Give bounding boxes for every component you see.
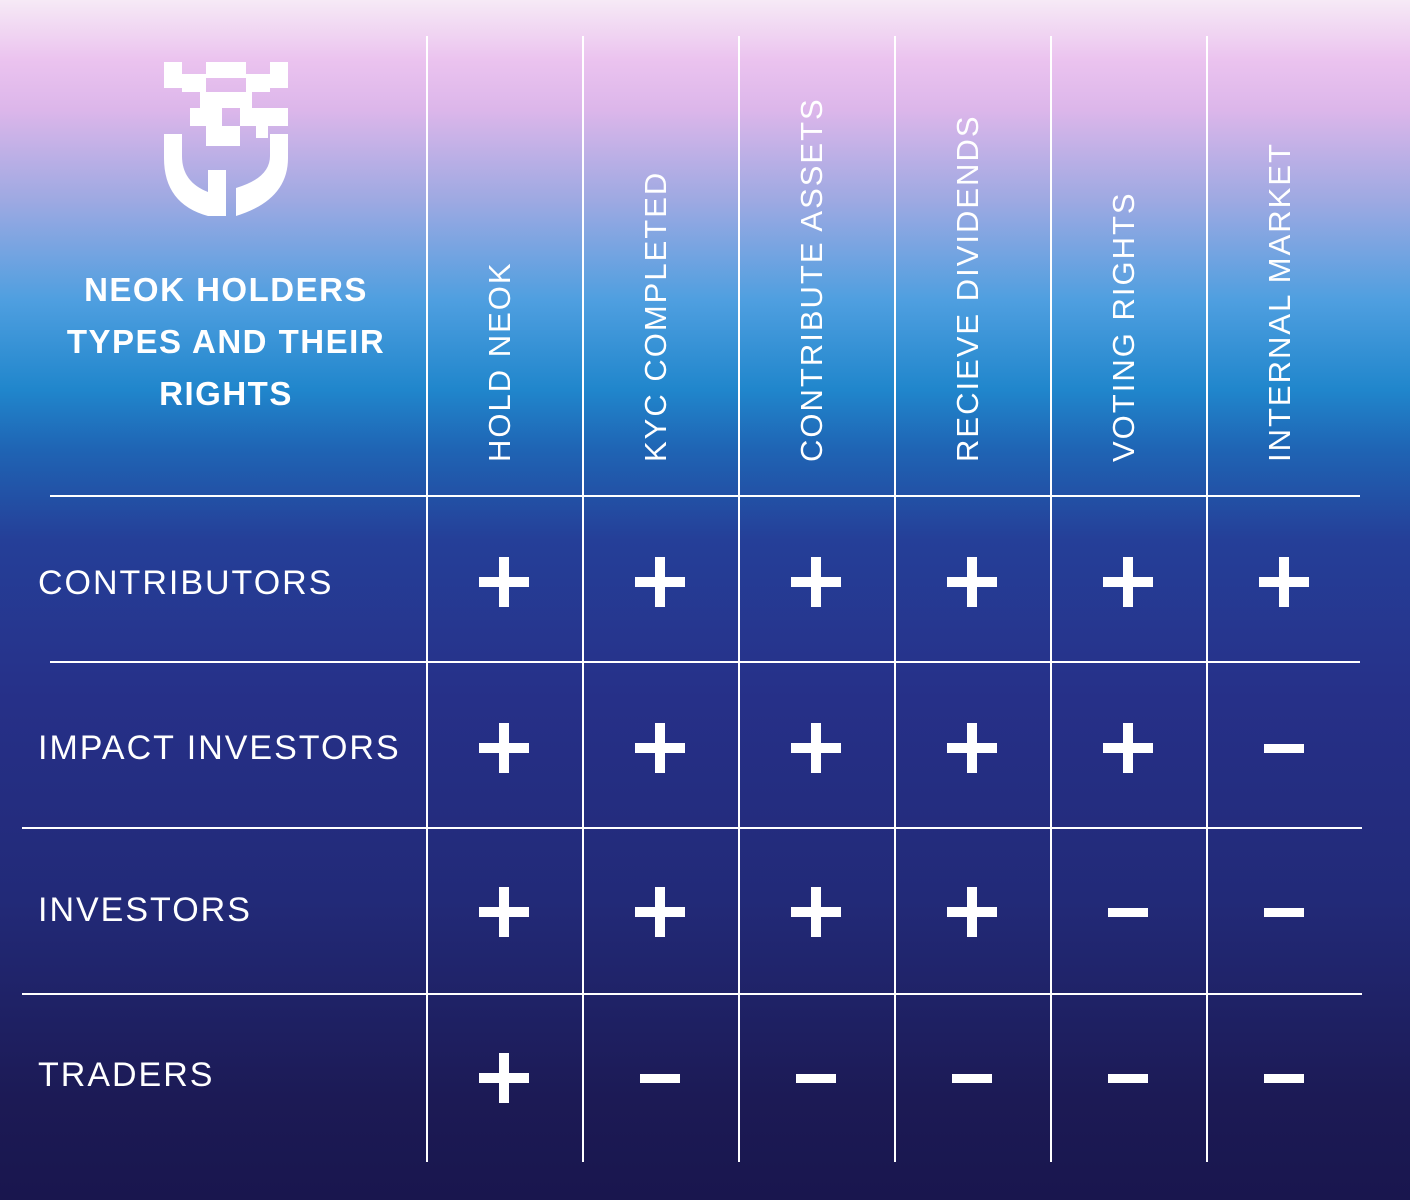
cell-no — [1239, 703, 1329, 793]
plus-icon — [791, 723, 841, 773]
row-label-investors: INVESTORS — [38, 891, 252, 929]
cell-no — [927, 1033, 1017, 1123]
cell-yes — [459, 1033, 549, 1123]
cell-yes — [615, 537, 705, 627]
row-label-contributors: CONTRIBUTORS — [38, 564, 334, 602]
cell-no — [1083, 867, 1173, 957]
minus-icon — [952, 1073, 992, 1083]
grid-line-vertical — [894, 36, 896, 1162]
plus-icon — [635, 557, 685, 607]
plus-icon — [1103, 723, 1153, 773]
column-header-contribute-assets: CONTRIBUTE ASSETS — [786, 97, 846, 462]
cell-no — [771, 1033, 861, 1123]
plus-icon — [947, 557, 997, 607]
plus-icon — [479, 557, 529, 607]
column-header-label: HOLD NEOK — [482, 261, 517, 462]
plus-icon — [947, 887, 997, 937]
cell-yes — [927, 537, 1017, 627]
grid-line-vertical — [582, 36, 584, 1162]
column-header-hold-neok: HOLD NEOK — [474, 261, 534, 462]
cell-yes — [771, 537, 861, 627]
minus-icon — [1264, 743, 1304, 753]
minus-icon — [1264, 1073, 1304, 1083]
column-header-label: INTERNAL MARKET — [1262, 142, 1297, 462]
plus-icon — [635, 887, 685, 937]
plus-icon — [635, 723, 685, 773]
neok-shield-logo-icon — [164, 62, 288, 216]
column-header-recieve-dividends: RECIEVE DIVIDENDS — [942, 114, 1002, 462]
column-header-label: CONTRIBUTE ASSETS — [794, 97, 829, 462]
title-line: TYPES AND THEIR — [66, 323, 386, 360]
plus-icon — [1259, 557, 1309, 607]
minus-icon — [1108, 907, 1148, 917]
minus-icon — [1108, 1073, 1148, 1083]
cell-no — [1083, 1033, 1173, 1123]
cell-yes — [459, 537, 549, 627]
minus-icon — [1264, 907, 1304, 917]
grid-line-horizontal — [22, 993, 1362, 995]
grid-line-horizontal — [50, 661, 1360, 663]
grid-line-horizontal — [22, 827, 1362, 829]
column-header-label: KYC COMPLETED — [638, 170, 673, 462]
page-title: NEOK HOLDERS TYPES AND THEIR RIGHTS — [45, 264, 407, 420]
cell-no — [1239, 1033, 1329, 1123]
cell-yes — [927, 867, 1017, 957]
row-label-impact-investors: IMPACT INVESTORS — [38, 729, 401, 767]
row-label-traders: TRADERS — [38, 1056, 215, 1094]
plus-icon — [1103, 557, 1153, 607]
grid-line-vertical — [738, 36, 740, 1162]
plus-icon — [479, 723, 529, 773]
column-header-label: VOTING RIGHTS — [1106, 191, 1141, 462]
grid-line-horizontal — [50, 495, 1360, 497]
cell-yes — [615, 867, 705, 957]
grid-line-vertical — [1050, 36, 1052, 1162]
cell-yes — [771, 703, 861, 793]
cell-no — [615, 1033, 705, 1123]
cell-yes — [771, 867, 861, 957]
cell-yes — [459, 703, 549, 793]
cell-yes — [1083, 537, 1173, 627]
title-line: NEOK HOLDERS — [84, 271, 368, 308]
cell-yes — [615, 703, 705, 793]
column-header-label: RECIEVE DIVIDENDS — [950, 114, 985, 462]
cell-yes — [1083, 703, 1173, 793]
plus-icon — [947, 723, 997, 773]
title-line: RIGHTS — [159, 375, 293, 412]
minus-icon — [796, 1073, 836, 1083]
cell-yes — [1239, 537, 1329, 627]
grid-line-vertical — [1206, 36, 1208, 1162]
cell-no — [1239, 867, 1329, 957]
plus-icon — [479, 1053, 529, 1103]
column-header-internal-market: INTERNAL MARKET — [1254, 142, 1314, 462]
grid-line-vertical — [426, 36, 428, 1162]
cell-yes — [927, 703, 1017, 793]
plus-icon — [791, 887, 841, 937]
plus-icon — [791, 557, 841, 607]
column-header-kyc-completed: KYC COMPLETED — [630, 171, 690, 462]
minus-icon — [640, 1073, 680, 1083]
cell-yes — [459, 867, 549, 957]
column-header-voting-rights: VOTING RIGHTS — [1098, 191, 1158, 462]
plus-icon — [479, 887, 529, 937]
